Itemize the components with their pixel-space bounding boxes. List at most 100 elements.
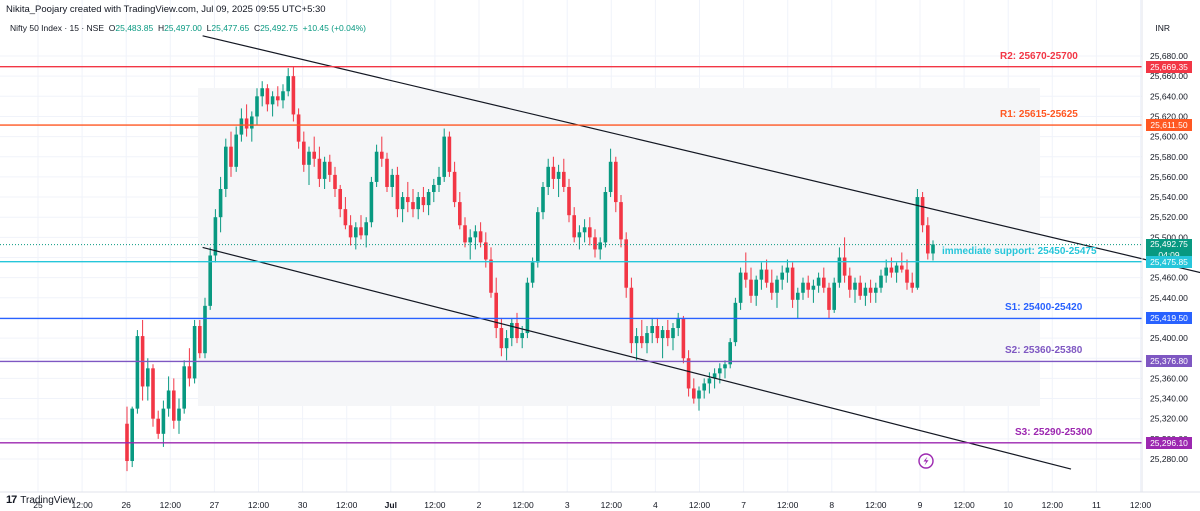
time-tick-label: 12:00 — [336, 500, 358, 510]
candle-body — [593, 237, 597, 250]
candle-body — [858, 282, 862, 296]
candle-body — [697, 390, 701, 399]
candle-body — [848, 275, 852, 290]
time-tick-label: Jul — [385, 500, 397, 510]
currency-label[interactable]: INR — [1155, 23, 1170, 33]
price-tick-label: 25,560.00 — [1150, 172, 1188, 182]
candle-body — [390, 174, 394, 187]
channel-upper-line[interactable] — [202, 35, 1200, 316]
time-tick-label: 12:00 — [71, 500, 93, 510]
level-label-r2: R2: 25670-25700 — [1000, 50, 1078, 62]
candle-body — [260, 88, 264, 97]
candle-body — [816, 277, 821, 286]
candle-body — [421, 197, 426, 206]
price-tick-label: 25,460.00 — [1150, 273, 1188, 283]
tradingview-logo-text: TradingView — [20, 494, 76, 506]
candle-body — [286, 76, 290, 92]
candle-body — [749, 279, 753, 296]
candle-body — [910, 282, 914, 288]
level-label-imm: immediate support: 25450-25475 — [942, 245, 1097, 257]
price-tick-label: 25,660.00 — [1150, 71, 1188, 81]
candle-body — [634, 336, 639, 344]
candle-body — [489, 259, 493, 293]
candle-body — [728, 342, 732, 365]
candle-body — [437, 176, 441, 185]
candle-body — [364, 222, 368, 236]
candle-body — [660, 330, 665, 339]
candle-body — [796, 292, 800, 300]
candle-body — [135, 336, 140, 409]
candle-body — [484, 242, 488, 260]
candle-body — [281, 91, 285, 101]
candle-body — [775, 279, 779, 293]
tradingview-logo[interactable]: 17 TradingView — [6, 494, 75, 506]
lightning-icon[interactable] — [918, 453, 934, 469]
candle-body — [702, 383, 706, 391]
level-label-s1: S1: 25400-25420 — [1005, 302, 1083, 314]
candle-body — [161, 408, 166, 434]
current-price-value: 25,492.75 — [1150, 238, 1188, 249]
candle-body — [806, 282, 810, 290]
level-badge-s1: 25,419.50 — [1146, 312, 1192, 325]
time-tick-label: 12:00 — [953, 500, 975, 510]
candle-body — [504, 338, 509, 349]
time-tick-label: 30 — [298, 500, 308, 510]
candle-body — [920, 197, 925, 226]
time-tick-label: 11 — [1092, 500, 1101, 510]
candle-body — [291, 76, 296, 115]
candle-body — [218, 188, 223, 218]
candle-body — [790, 267, 795, 300]
symbol-legend[interactable]: Nifty 50 Index · 15 · NSE O25,483.85 H25… — [10, 23, 366, 33]
candle-body — [822, 277, 826, 288]
candle-body — [645, 333, 649, 344]
price-tick-label: 25,620.00 — [1150, 111, 1188, 121]
price-tick-label: 25,500.00 — [1150, 232, 1188, 242]
candle-body — [192, 326, 197, 379]
level-label-s3: S3: 25290-25300 — [1015, 426, 1093, 438]
candle-body — [567, 186, 571, 216]
candle-body — [494, 292, 498, 329]
candle-body — [255, 96, 259, 117]
candle-body — [655, 326, 660, 339]
candle-body — [198, 326, 202, 354]
level-badge-s2: 25,376.80 — [1146, 355, 1192, 368]
candle-body — [270, 96, 275, 105]
candle-body — [640, 336, 644, 344]
candle-body — [582, 227, 587, 233]
candle-body — [343, 209, 348, 226]
candle-body — [926, 225, 930, 254]
candle-body — [562, 171, 566, 187]
time-tick-label: 9 — [918, 500, 923, 510]
candle-body — [369, 181, 374, 223]
time-tick-label: 26 — [121, 500, 131, 510]
candle-body — [629, 287, 634, 344]
candle-body — [832, 282, 836, 310]
change-value: +10.45 (+0.04%) — [302, 23, 366, 33]
price-tick-label: 25,640.00 — [1150, 91, 1188, 101]
candle-body — [686, 358, 691, 389]
candle-body — [177, 408, 181, 421]
price-tick-label: 25,320.00 — [1150, 414, 1188, 424]
candle-body — [406, 197, 410, 203]
candle-body — [894, 265, 899, 273]
channel-lower-line[interactable] — [202, 246, 1072, 470]
candle-body — [723, 364, 727, 369]
candle-body — [447, 136, 452, 172]
low-value: 25,477.65 — [211, 23, 250, 33]
candle-body — [572, 215, 576, 238]
candle-body — [676, 317, 680, 329]
candle-body — [692, 388, 696, 399]
time-tick-label: 8 — [829, 500, 834, 510]
time-tick-label: 2 — [477, 500, 482, 510]
level-lines[interactable] — [0, 66, 1142, 444]
candle-body — [499, 328, 504, 349]
price-tick-label: 25,600.00 — [1150, 132, 1188, 142]
trend-channel[interactable] — [202, 35, 1200, 470]
candle-body — [468, 237, 472, 243]
candle-body — [785, 267, 790, 273]
candle-body — [733, 302, 738, 343]
candle-body — [759, 269, 764, 280]
candle-body — [156, 418, 160, 434]
time-scale[interactable]: 25 12:00 26 12:00 27 12:00 30 12:00 Jul 12:00 2 12:… — [33, 500, 1151, 510]
